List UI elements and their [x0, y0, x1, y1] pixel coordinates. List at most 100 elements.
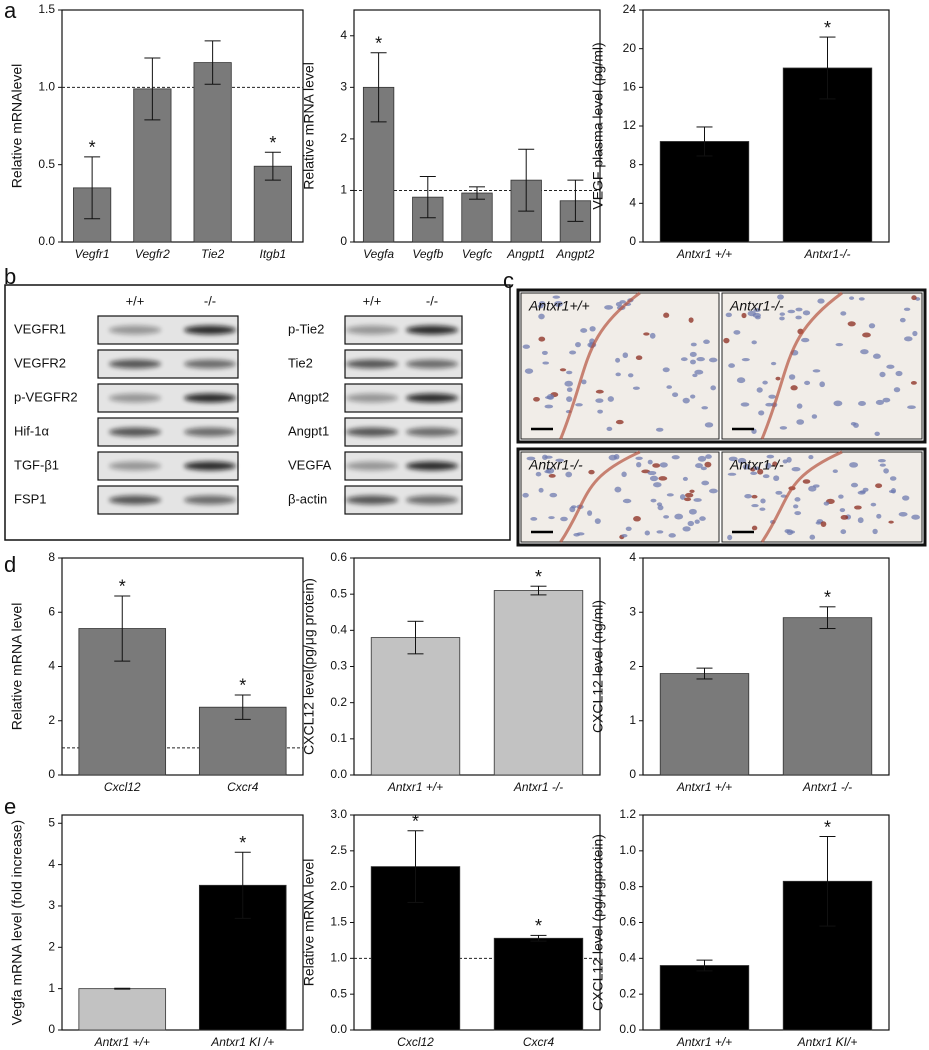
y-tick-label: 0.0: [38, 234, 55, 248]
x-tick-label: Vegfr1: [75, 247, 110, 261]
nucleus: [548, 474, 556, 478]
nucleus: [850, 482, 859, 488]
nucleus: [682, 476, 688, 481]
bar: [461, 192, 493, 243]
y-tick-label: 0: [340, 234, 347, 248]
nucleus: [663, 515, 670, 519]
nucleus: [862, 487, 869, 492]
nucleus: [765, 462, 772, 469]
significance-star: *: [89, 138, 96, 158]
y-tick-label: 3.0: [330, 807, 347, 821]
nucleus: [849, 462, 859, 468]
nucleus: [690, 359, 696, 365]
y-tick-label: 1.0: [330, 951, 347, 965]
panel-letter: e: [4, 794, 16, 819]
nucleus: [772, 461, 778, 467]
error-bar: [819, 836, 836, 927]
y-tick-label: 4: [340, 28, 347, 42]
nucleus: [854, 505, 862, 510]
nucleus: [649, 332, 656, 339]
nucleus: [794, 511, 802, 516]
nucleus: [858, 400, 866, 407]
nucleus: [704, 422, 714, 428]
x-tick-label: Antxr1 -/-: [802, 780, 852, 794]
blot-panel-frame: [4, 284, 511, 541]
nucleus: [779, 316, 785, 321]
y-tick-label: 3: [340, 80, 347, 94]
nucleus: [633, 516, 641, 522]
nucleus: [619, 300, 626, 304]
vessel: [559, 450, 641, 543]
blot-band: [109, 325, 161, 335]
error-bar: [114, 595, 131, 662]
blot-band: [406, 461, 458, 471]
blot-band: [406, 495, 458, 505]
nucleus: [622, 352, 629, 359]
nucleus: [581, 379, 587, 385]
nucleus: [705, 454, 712, 459]
nucleus: [656, 502, 663, 507]
y-tick-label: 2: [629, 659, 636, 673]
nucleus: [888, 520, 894, 524]
nucleus: [775, 490, 783, 495]
nucleus: [788, 374, 796, 380]
blot-band: [184, 393, 236, 403]
y-tick-label: 1.0: [38, 80, 55, 94]
blot-label: p-Tie2: [288, 321, 324, 336]
blot-band: [346, 359, 398, 369]
nucleus: [765, 402, 774, 407]
nucleus: [688, 317, 694, 323]
nucleus: [632, 386, 640, 390]
nucleus: [679, 494, 686, 500]
nucleus: [595, 398, 604, 403]
nucleus: [879, 371, 886, 378]
nucleus: [840, 529, 847, 535]
nucleus: [876, 513, 882, 519]
nucleus: [546, 393, 555, 400]
nucleus: [622, 498, 632, 504]
y-tick-label: 0.0: [619, 1022, 636, 1036]
error-bar: [114, 987, 131, 990]
y-tick-label: 6: [48, 604, 55, 618]
nucleus: [588, 469, 595, 475]
vessel: [760, 450, 843, 543]
nucleus: [692, 373, 698, 378]
nucleus: [802, 310, 811, 316]
nucleus: [666, 385, 672, 389]
nucleus: [911, 514, 920, 520]
blot-label: Angpt2: [288, 389, 329, 404]
nucleus: [779, 426, 788, 430]
bar: [193, 62, 232, 243]
nucleus: [795, 315, 802, 320]
nucleus: [912, 330, 918, 337]
histology-frame: [516, 447, 927, 547]
x-tick-label: Cxcr4: [227, 780, 259, 794]
panel-letter: d: [4, 552, 16, 577]
genotype-header: +/+: [363, 293, 382, 308]
blot-band: [184, 495, 236, 505]
nucleus: [868, 323, 876, 329]
nucleus: [522, 344, 530, 349]
nucleus: [757, 468, 764, 475]
error-bar: [696, 126, 713, 157]
nucleus: [589, 326, 596, 332]
y-tick-label: 0.0: [330, 767, 347, 781]
nucleus: [687, 520, 695, 527]
nucleus: [615, 419, 624, 425]
nucleus: [733, 330, 741, 335]
nucleus: [552, 295, 561, 299]
nucleus: [694, 369, 704, 375]
nucleus: [819, 381, 825, 388]
nucleus: [701, 406, 709, 410]
plot-frame: [61, 814, 304, 1031]
error-bar: [530, 585, 547, 596]
y-tick-label: 0.6: [330, 550, 347, 564]
blot-label: VEGFR1: [14, 321, 66, 336]
histology-label: Antxr1+/+: [528, 298, 590, 314]
nucleus: [597, 409, 603, 414]
y-axis-label: Relative mRNAlevel: [9, 64, 25, 188]
y-axis-label: CXCL12 level(pg/μg protein): [301, 578, 317, 755]
y-tick-label: 0.4: [330, 623, 347, 637]
nucleus: [840, 311, 847, 316]
